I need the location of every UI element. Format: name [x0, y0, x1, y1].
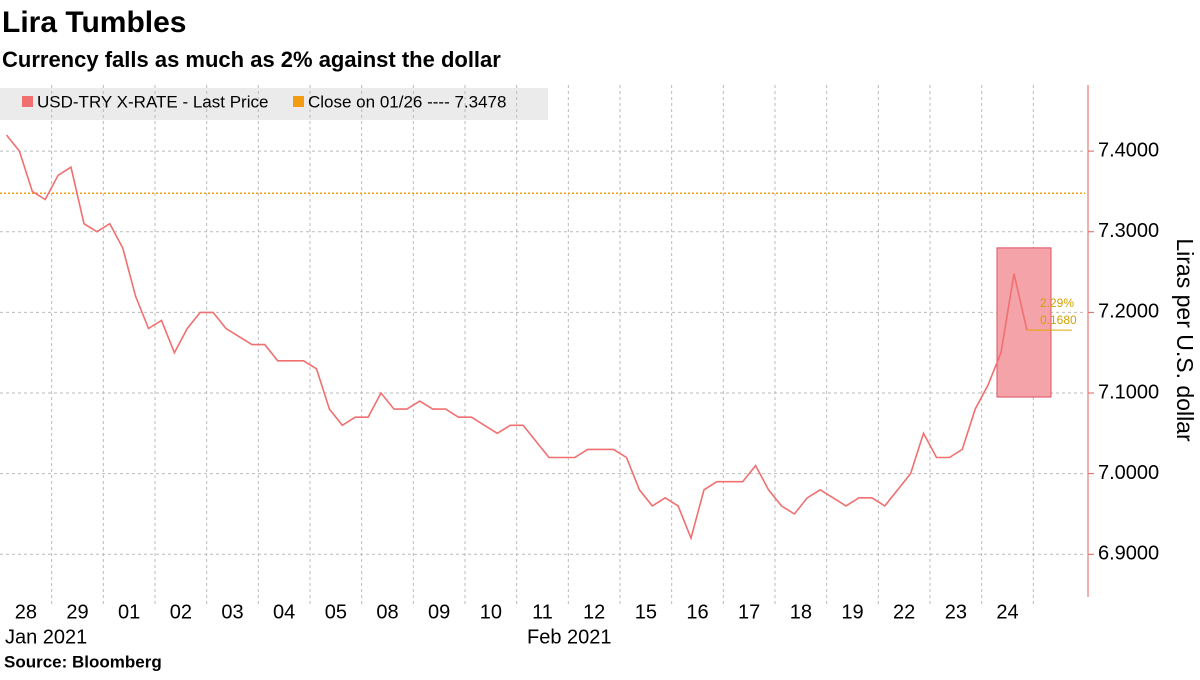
x-tick-label: 22 — [893, 601, 915, 623]
x-tick-label: 18 — [790, 601, 812, 623]
legend-swatch — [293, 96, 304, 107]
chart-subtitle: Currency falls as much as 2% against the… — [2, 47, 501, 72]
x-tick-label: 19 — [841, 601, 863, 623]
x-tick-label: 08 — [376, 601, 398, 623]
x-tick-label: 05 — [325, 601, 347, 623]
source: Source: Bloomberg — [4, 652, 162, 671]
price-line — [5, 134, 1028, 541]
y-tick-label: 7.2000 — [1098, 301, 1159, 323]
x-tick-label: 09 — [428, 601, 450, 623]
x-tick-label: 15 — [635, 601, 657, 623]
x-tick-label: 24 — [996, 601, 1018, 623]
y-tick-label: 6.9000 — [1098, 543, 1159, 565]
x-tick-label: 11 — [532, 601, 553, 623]
x-tick-label: 12 — [583, 601, 605, 623]
x-tick-label: 23 — [945, 601, 967, 623]
legend-swatch — [22, 96, 33, 107]
x-tick-label: 10 — [480, 601, 502, 623]
annotation: 0.1680 — [1040, 313, 1077, 327]
x-tick-label: 17 — [738, 601, 760, 623]
legend-label: Close on 01/26 ---- 7.3478 — [308, 92, 506, 111]
y-axis-label: Liras per U.S. dollar — [1172, 238, 1198, 442]
y-tick-label: 7.4000 — [1098, 139, 1159, 161]
month-label: Feb 2021 — [527, 626, 612, 648]
highlight-box — [996, 247, 1052, 398]
month-label: Jan 2021 — [5, 626, 87, 648]
legend-box — [0, 88, 548, 120]
y-tick-label: 7.0000 — [1098, 462, 1159, 484]
x-tick-label: 02 — [170, 601, 192, 623]
x-tick-label: 29 — [66, 601, 88, 623]
x-tick-label: 01 — [118, 601, 140, 623]
chart-title: Lira Tumbles — [2, 6, 186, 39]
x-tick-label: 28 — [15, 601, 37, 623]
x-tick-label: 16 — [686, 601, 708, 623]
x-tick-label: 04 — [273, 601, 295, 623]
y-tick-label: 7.3000 — [1098, 220, 1159, 242]
legend-label: USD-TRY X-RATE - Last Price — [37, 92, 268, 111]
x-tick-label: 03 — [221, 601, 243, 623]
annotation: 2.29% — [1040, 296, 1074, 310]
y-tick-label: 7.1000 — [1098, 381, 1159, 403]
